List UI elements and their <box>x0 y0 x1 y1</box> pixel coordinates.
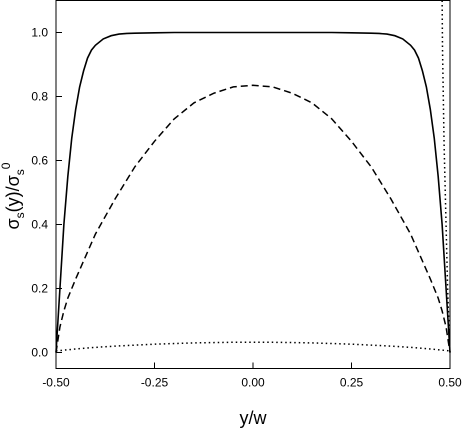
x-tick-label: -0.50 <box>42 376 70 390</box>
tick-layer: -0.50 -0.25 0.00 0.25 0.50 0.0 0.2 0.4 0.6 0.8 1.0 <box>31 26 462 390</box>
series-dashed-line-1 <box>55 84 451 353</box>
y-tick-label: 0.8 <box>31 90 48 104</box>
y-tick-label: 0.0 <box>31 346 48 360</box>
y-axis-title-sub: s <box>13 212 27 218</box>
y-axis-title-sup2: 0 <box>0 162 13 169</box>
series-dotted-line-2 <box>55 341 451 352</box>
x-tick-label: -0.25 <box>141 376 169 390</box>
y-axis-title-sigma2: σ <box>3 175 23 186</box>
series-layer <box>55 0 451 353</box>
x-axis-title: y/w <box>240 408 268 428</box>
series-dotted-line-3 <box>441 0 451 353</box>
y-axis-title: σs(y)/σs0 <box>0 162 27 229</box>
y-tick-label: 0.2 <box>31 282 48 296</box>
y-tick-label: 0.4 <box>31 218 48 232</box>
y-tick-label: 1.0 <box>31 26 48 40</box>
y-axis-title-sub2: s <box>13 169 27 175</box>
x-tick-label: 0.50 <box>438 376 462 390</box>
x-tick-label: 0.25 <box>340 376 364 390</box>
y-tick-label: 0.6 <box>31 154 48 168</box>
x-tick-label: 0.00 <box>241 376 265 390</box>
series-solid-line-0 <box>55 31 451 353</box>
y-axis-title-sigma: σ <box>3 218 23 229</box>
y-axis-title-mid: (y)/ <box>3 186 23 212</box>
plot-frame <box>55 0 451 369</box>
svg-text:σs(y)/σs0: σs(y)/σs0 <box>0 162 27 229</box>
